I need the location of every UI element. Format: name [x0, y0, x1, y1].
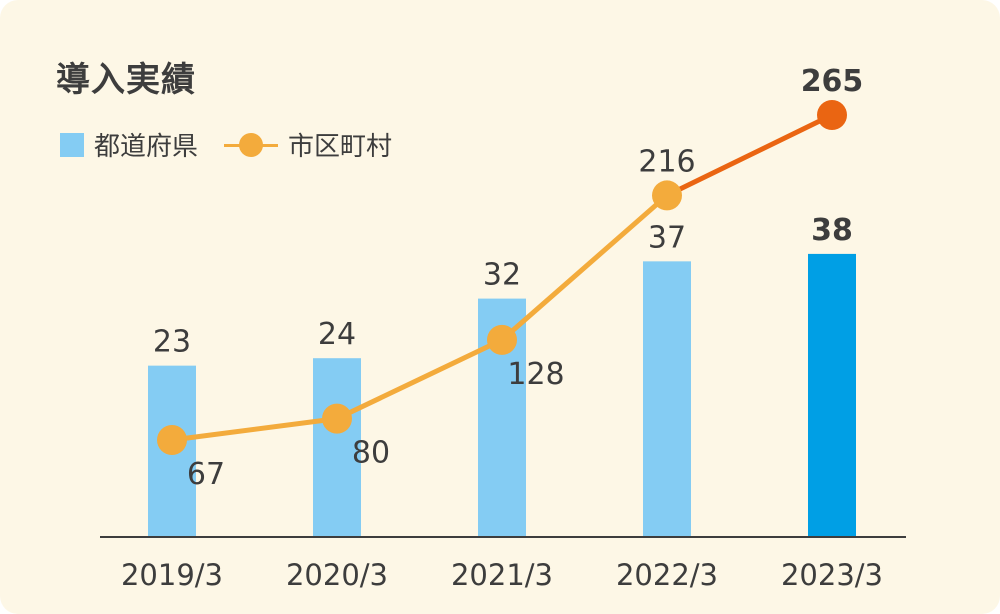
bar-value-label: 24	[318, 317, 356, 352]
line-segment	[169, 416, 340, 443]
bar-value-label: 32	[483, 258, 521, 293]
bar-2020/3	[313, 358, 361, 537]
legend-bar-swatch	[60, 132, 84, 157]
line-point-2023/3	[817, 100, 847, 130]
x-tick-label: 2019/3	[121, 558, 223, 592]
x-tick-label: 2020/3	[286, 558, 388, 592]
bar-value-label: 23	[153, 325, 191, 360]
legend-line-marker	[224, 132, 279, 157]
line-point-2022/3	[652, 180, 682, 211]
line-value-label: 216	[638, 144, 695, 179]
x-tick-label: 2021/3	[451, 558, 553, 592]
line-segment	[334, 337, 505, 422]
line-point-2021/3	[487, 324, 517, 355]
bar-2022/3	[643, 261, 691, 537]
line-value-label: 265	[801, 64, 864, 99]
legend: 都道府県 市区町村	[60, 126, 392, 163]
chart-title: 導入実績	[56, 60, 196, 100]
line-point-2019/3	[157, 425, 187, 455]
legend-line-label: 市区町村	[288, 132, 393, 162]
line-value-label: 128	[507, 357, 564, 392]
line-value-label: 80	[352, 436, 390, 471]
bar-value-label: 38	[811, 213, 853, 248]
line-segment	[664, 112, 835, 198]
x-tick-label: 2023/3	[781, 558, 883, 592]
line-segment	[499, 192, 670, 343]
line-value-label: 67	[187, 457, 225, 492]
bar-value-label: 37	[648, 220, 686, 255]
bar-2023/3	[808, 253, 856, 537]
x-tick-label: 2022/3	[616, 558, 718, 592]
line-point-2020/3	[322, 403, 352, 434]
legend-bar-label: 都道府県	[94, 132, 199, 162]
